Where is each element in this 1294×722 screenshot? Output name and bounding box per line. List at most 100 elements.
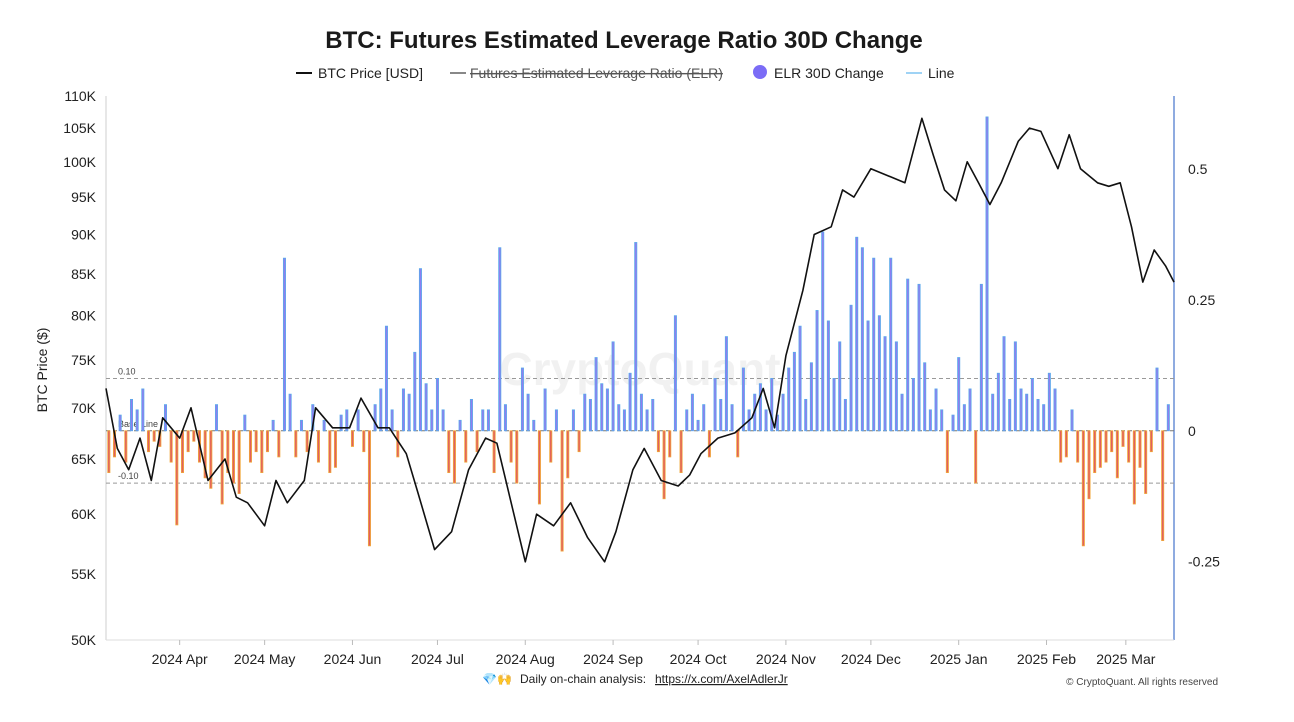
elr-change-bar [481, 409, 485, 432]
elr-change-bar [690, 393, 694, 432]
elr-change-bar [1155, 367, 1159, 432]
elr-change-bar [248, 430, 252, 463]
elr-change-bar [804, 398, 808, 432]
elr-change-bar [277, 430, 281, 458]
elr-change-bar [1115, 430, 1119, 479]
legend-label-elr-30d-change[interactable]: ELR 30D Change [774, 65, 884, 81]
elr-change-bar [741, 367, 745, 432]
legend-label-elr[interactable]: Futures Estimated Leverage Ratio (ELR) [470, 65, 723, 81]
elr-change-bar [1104, 430, 1108, 463]
elr-change-bar [662, 430, 666, 500]
elr-change-bar [254, 430, 258, 453]
elr-change-bar [651, 398, 655, 432]
elr-change-bar [770, 378, 774, 432]
elr-change-bar [118, 414, 122, 432]
elr-change-bar [231, 430, 235, 484]
elr-change-bar [305, 430, 309, 453]
y-left-tick-label: 100K [63, 154, 96, 170]
elr-change-bar [911, 378, 915, 432]
elr-change-bar [384, 325, 388, 432]
x-tick-label: 2024 Oct [670, 651, 727, 667]
elr-change-bar [1081, 430, 1085, 547]
elr-change-bar [713, 378, 717, 432]
x-tick-label: 2024 Dec [841, 651, 901, 667]
elr-change-bar [543, 388, 547, 432]
elr-change-bar [917, 283, 921, 432]
elr-change-bar [209, 430, 213, 489]
elr-change-bar [673, 315, 677, 432]
elr-change-bar [945, 430, 949, 474]
x-tick-label: 2025 Mar [1096, 651, 1155, 667]
elr-change-bar [1087, 430, 1091, 500]
y-left-tick-label: 60K [71, 506, 97, 522]
elr-change-bar [889, 257, 893, 432]
elr-change-bar [991, 393, 995, 432]
elr-change-bar [1036, 398, 1040, 432]
elr-change-bar [350, 430, 354, 447]
x-tick-label: 2024 May [234, 651, 295, 667]
elr-change-bar [328, 430, 332, 474]
elr-change-bar [430, 409, 434, 432]
elr-change-bar [928, 409, 932, 432]
elr-change-bar [906, 278, 910, 432]
elr-change-bar [860, 247, 864, 432]
elr-change-bar [894, 341, 898, 432]
elr-change-bar [1019, 388, 1023, 432]
elr-change-bar [390, 409, 394, 432]
elr-change-bar [951, 414, 955, 432]
elr-change-bar [577, 430, 581, 453]
x-tick-label: 2024 Nov [756, 651, 816, 667]
elr-change-bar [877, 315, 881, 432]
elr-change-bar [1098, 430, 1102, 468]
legend-label-btc-price[interactable]: BTC Price [USD] [318, 65, 423, 81]
elr-change-bar [883, 336, 887, 432]
elr-change-bar [413, 351, 417, 432]
elr-change-bar [702, 404, 706, 432]
elr-change-bar [362, 430, 366, 453]
elr-change-bar [265, 430, 269, 453]
elr-change-bar [1093, 430, 1097, 474]
footer-link[interactable]: https://x.com/AxelAdlerJr [655, 672, 788, 686]
elr-change-bar [322, 419, 326, 432]
legend[interactable]: BTC Price [USD] Futures Estimated Levera… [296, 65, 955, 81]
elr-change-bar [798, 325, 802, 432]
elr-change-bar [469, 398, 473, 432]
elr-change-bar [169, 430, 173, 463]
elr-change-bar [1138, 430, 1142, 468]
elr-change-bar [1149, 430, 1153, 453]
elr-change-bar [464, 430, 468, 463]
y-left-tick-label: 65K [71, 451, 97, 467]
elr-change-bar [656, 430, 660, 453]
elr-change-bar [1121, 430, 1125, 447]
elr-change-bar [815, 310, 819, 432]
elr-30d-change-bars [107, 116, 1170, 552]
elr-change-bar [923, 362, 927, 432]
elr-change-bar [736, 430, 740, 458]
elr-change-bar [996, 372, 1000, 432]
x-tick-label: 2025 Feb [1017, 651, 1076, 667]
legend-label-line[interactable]: Line [928, 65, 955, 81]
elr-change-bar [594, 357, 598, 432]
elr-change-bar [826, 320, 830, 432]
elr-change-bar [668, 430, 672, 458]
elr-change-bar [554, 409, 558, 432]
elr-change-bar [696, 419, 700, 432]
x-tick-label: 2024 Jul [411, 651, 464, 667]
elr-change-bar [985, 116, 989, 432]
elr-change-bar [220, 430, 224, 505]
elr-change-bar [356, 409, 360, 432]
y-left-tick-label: 85K [71, 266, 97, 282]
elr-change-bar [1064, 430, 1068, 458]
legend-swatch-elr-30d-change [753, 65, 767, 79]
elr-change-bar [282, 257, 286, 432]
elr-change-bar [605, 388, 609, 432]
elr-change-bar [1070, 409, 1074, 432]
elr-change-bar [163, 404, 167, 432]
elr-change-bar [628, 372, 632, 432]
x-tick-label: 2025 Jan [930, 651, 988, 667]
elr-change-bar [781, 393, 785, 432]
elr-change-bar [974, 430, 978, 484]
elr-change-bar [838, 341, 842, 432]
elr-change-bar [294, 430, 298, 458]
elr-change-bar [685, 409, 689, 432]
